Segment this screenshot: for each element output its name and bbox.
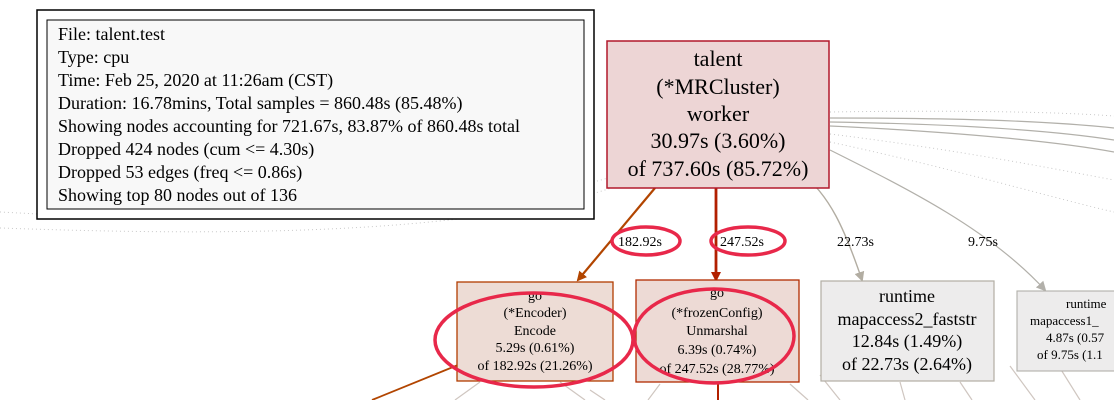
edge-label-encode: 182.92s bbox=[618, 235, 662, 250]
node-mapaccess2[interactable]: runtime mapaccess2_faststr 12.84s (1.49%… bbox=[820, 280, 995, 382]
node-worker-line-5: of 737.60s (85.72%) bbox=[628, 156, 809, 181]
edge-label-unmarshal: 247.52s bbox=[720, 235, 764, 250]
legend-dropped-nodes: Dropped 424 nodes (cum <= 4.30s) bbox=[58, 139, 314, 160]
node-unmarshal-line-4: 6.39s (0.74%) bbox=[678, 343, 757, 358]
edge-label-mapaccess2: 22.73s bbox=[837, 235, 874, 250]
node-worker-line-2: (*MRCluster) bbox=[656, 74, 779, 99]
node-mapaccess1-line-3: 4.87s (0.57 bbox=[1046, 330, 1105, 345]
node-mapaccess1-line-2: mapaccess1_ bbox=[1030, 313, 1099, 328]
node-worker-line-3: worker bbox=[687, 101, 750, 126]
node-encode-line-2: (*Encoder) bbox=[504, 306, 567, 321]
dotted-edges-right bbox=[829, 110, 1114, 213]
legend-showing: Showing nodes accounting for 721.67s, 83… bbox=[58, 116, 520, 136]
highlight-ellipse-unmarshal-edge bbox=[709, 225, 787, 257]
node-encode-line-5: of 182.92s (21.26%) bbox=[477, 359, 592, 374]
node-unmarshal-line-5: of 247.52s (28.77%) bbox=[659, 362, 774, 377]
node-mapaccess1-line-1: runtime bbox=[1066, 296, 1107, 311]
node-worker[interactable]: talent (*MRCluster) worker 30.97s (3.60%… bbox=[606, 40, 830, 189]
legend-dropped-edges: Dropped 53 edges (freq <= 0.86s) bbox=[58, 162, 302, 183]
node-encode[interactable]: go (*Encoder) Encode 5.29s (0.61%) of 18… bbox=[456, 281, 614, 382]
profile-legend: File: talent.test Type: cpu Time: Feb 25… bbox=[36, 9, 595, 220]
node-mapaccess2-line-4: of 22.73s (2.64%) bbox=[842, 354, 972, 375]
dotted-edges-left bbox=[0, 177, 621, 233]
node-worker-line-1: talent bbox=[694, 46, 743, 71]
node-unmarshal-line-3: Unmarshal bbox=[686, 324, 748, 339]
edge-to-mapaccess1 bbox=[829, 149, 1047, 292]
node-encode-line-1: go bbox=[528, 289, 542, 304]
node-mapaccess2-line-3: 12.84s (1.49%) bbox=[852, 331, 963, 352]
node-encode-line-4: 5.29s (0.61%) bbox=[496, 341, 575, 356]
node-encode-line-3: Encode bbox=[514, 324, 556, 339]
legend-time: Time: Feb 25, 2020 at 11:26am (CST) bbox=[58, 70, 333, 91]
node-worker-line-4: 30.97s (3.60%) bbox=[650, 128, 785, 153]
node-mapaccess1[interactable]: runtime mapaccess1_ 4.87s (0.57 of 9.75s… bbox=[1016, 290, 1114, 372]
highlight-ellipse-unmarshal-node bbox=[632, 287, 796, 385]
node-mapaccess2-line-2: mapaccess2_faststr bbox=[838, 309, 977, 329]
node-unmarshal-line-2: (*frozenConfig) bbox=[672, 306, 763, 321]
highlight-annotations bbox=[433, 225, 796, 389]
edges-right bbox=[829, 117, 1114, 153]
edge-label-mapaccess1: 9.75s bbox=[968, 235, 998, 250]
node-mapaccess2-line-1: runtime bbox=[879, 286, 935, 306]
legend-file: File: talent.test bbox=[58, 24, 165, 44]
legend-duration: Duration: 16.78mins, Total samples = 860… bbox=[58, 93, 463, 114]
legend-top: Showing top 80 nodes out of 136 bbox=[58, 185, 297, 205]
legend-type: Type: cpu bbox=[58, 47, 129, 67]
node-mapaccess1-line-4: of 9.75s (1.1 bbox=[1037, 347, 1103, 362]
highlight-ellipse-encode-edge bbox=[610, 225, 682, 257]
